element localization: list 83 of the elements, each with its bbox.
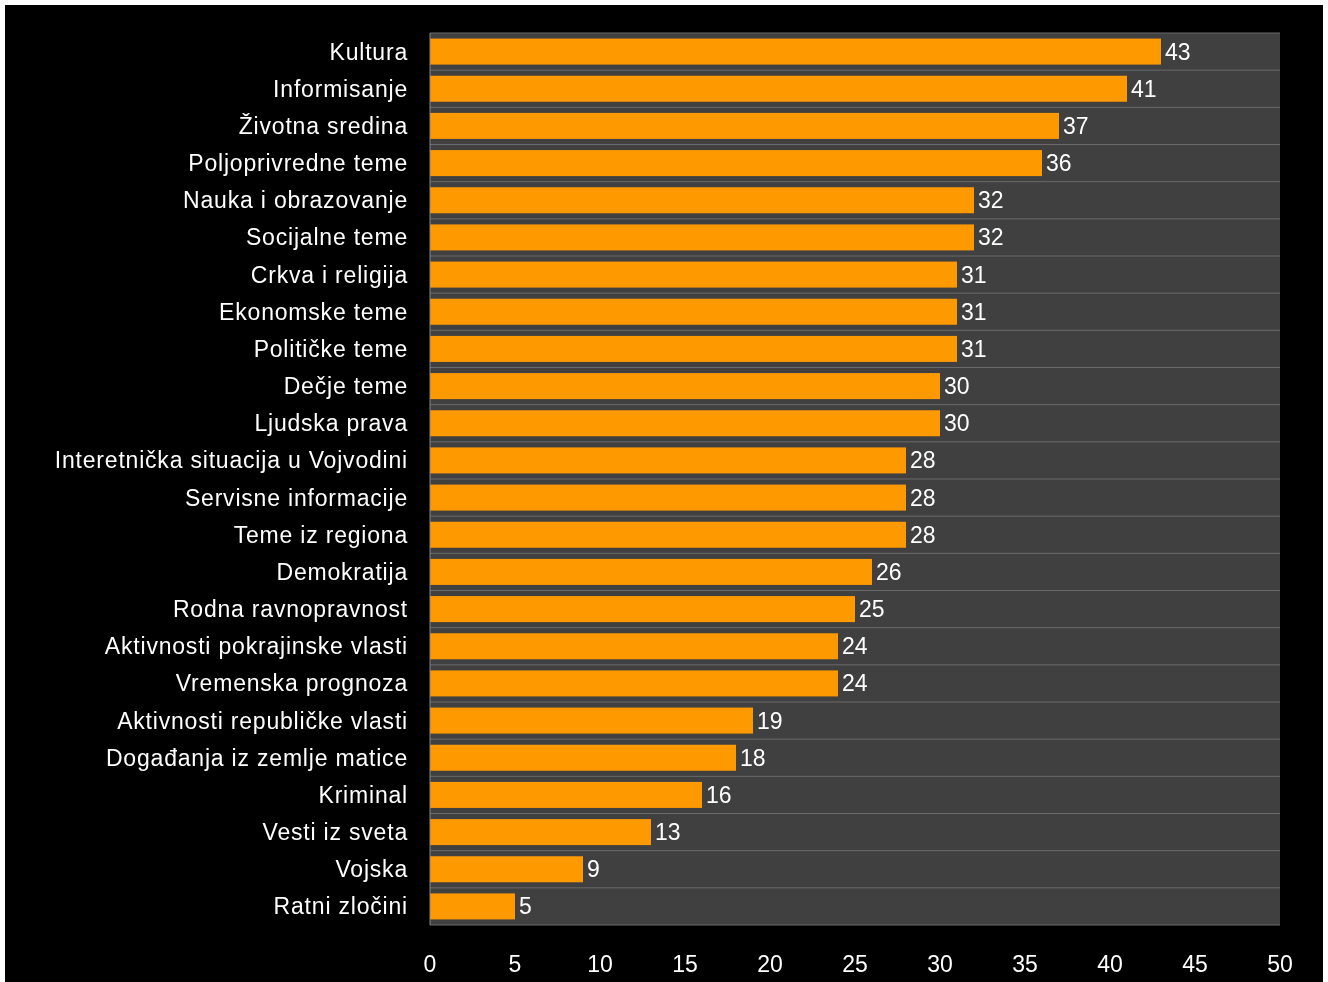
data-label: 36: [1046, 150, 1072, 177]
data-label: 26: [876, 558, 902, 585]
bar: [430, 707, 753, 734]
y-tick-label: Aktivnosti republičke vlasti: [117, 707, 408, 734]
bar: [430, 447, 906, 474]
y-tick-label: Informisanje: [273, 75, 408, 102]
bar: [430, 484, 906, 511]
bar: [430, 670, 838, 697]
x-tick-label: 20: [757, 951, 783, 978]
y-tick-label: Vremenska prognoza: [175, 670, 408, 697]
y-tick-label: Teme iz regiona: [233, 521, 408, 548]
data-label: 25: [859, 596, 885, 623]
y-tick-label: Interetnička situacija u Vojvodini: [54, 447, 408, 474]
x-tick-label: 10: [587, 951, 613, 978]
data-label: 31: [961, 261, 987, 288]
bar: [430, 819, 651, 846]
x-tick-label: 0: [423, 951, 437, 978]
y-tick-label: Socijalne teme: [245, 224, 408, 251]
bar: [430, 75, 1127, 102]
y-tick-label: Demokratija: [276, 558, 408, 585]
data-label: 19: [757, 707, 783, 734]
data-label: 18: [740, 744, 766, 771]
x-tick-label: 35: [1012, 951, 1038, 978]
y-tick-label: Kriminal: [318, 781, 408, 808]
data-label: 37: [1063, 112, 1089, 139]
x-tick-label: 50: [1267, 951, 1293, 978]
data-label: 13: [655, 819, 681, 846]
x-tick-label: 15: [672, 951, 698, 978]
bar: [430, 893, 515, 920]
x-tick-label: 25: [842, 951, 868, 978]
x-tick-label: 30: [927, 951, 953, 978]
data-label: 30: [944, 373, 970, 400]
data-label: 31: [961, 298, 987, 325]
bar: [430, 521, 906, 548]
y-tick-label: Ljudska prava: [254, 410, 408, 437]
bar: [430, 224, 974, 251]
x-tick-label: 5: [508, 951, 522, 978]
y-tick-label: Kultura: [329, 38, 408, 65]
bar: [430, 261, 957, 288]
data-label: 28: [910, 447, 936, 474]
y-tick-label: Servisne informacije: [184, 484, 408, 511]
bar: [430, 558, 872, 585]
bar: [430, 298, 957, 325]
y-tick-label: Životna sredina: [238, 112, 408, 139]
y-tick-label: Vesti iz sveta: [262, 819, 408, 846]
data-label: 28: [910, 484, 936, 511]
data-label: 24: [842, 633, 868, 660]
data-label: 16: [706, 781, 732, 808]
y-tick-label: Rodna ravnopravnost: [172, 596, 408, 623]
bar: [430, 335, 957, 362]
y-tick-label: Poljoprivredne teme: [188, 150, 408, 177]
data-label: 28: [910, 521, 936, 548]
bar: [430, 633, 838, 660]
data-label: 5: [519, 893, 532, 920]
bar: [430, 596, 855, 623]
data-label: 31: [961, 335, 987, 362]
data-label: 43: [1165, 38, 1191, 65]
bar: [430, 781, 702, 808]
x-tick-label: 45: [1182, 951, 1208, 978]
bar: [430, 856, 583, 883]
y-tick-label: Ratni zločini: [273, 893, 408, 920]
y-tick-label: Događanja iz zemlje matice: [105, 744, 408, 771]
y-tick-label: Vojska: [335, 856, 408, 883]
bar: [430, 38, 1161, 65]
bar: [430, 150, 1042, 177]
data-label: 24: [842, 670, 868, 697]
bar: [430, 373, 940, 400]
bar: [430, 187, 974, 214]
data-label: 9: [587, 856, 600, 883]
bar: [430, 112, 1059, 139]
data-label: 32: [978, 224, 1004, 251]
bar: [430, 744, 736, 771]
x-tick-label: 40: [1097, 951, 1123, 978]
data-label: 30: [944, 410, 970, 437]
y-tick-label: Političke teme: [253, 335, 408, 362]
data-label: 32: [978, 187, 1004, 214]
data-label: 41: [1131, 75, 1157, 102]
y-tick-label: Dečje teme: [283, 373, 408, 400]
y-tick-label: Aktivnosti pokrajinske vlasti: [104, 633, 408, 660]
y-tick-label: Nauka i obrazovanje: [183, 187, 408, 214]
bar: [430, 410, 940, 437]
y-tick-label: Ekonomske teme: [219, 298, 408, 325]
y-tick-label: Crkva i religija: [250, 261, 408, 288]
